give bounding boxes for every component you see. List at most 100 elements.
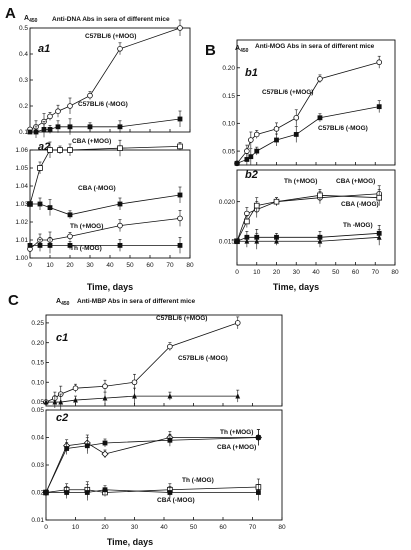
data-point xyxy=(47,205,53,210)
series-label: CBA (-MOG) xyxy=(78,185,116,192)
data-point xyxy=(376,104,382,110)
data-point xyxy=(254,148,260,154)
plot-frame xyxy=(29,149,191,259)
sub-panel-b2: 0.015 0.020 0 10 20 30 40 50 60 70 80 b2 Th (+MOG) CB… xyxy=(219,169,399,276)
chart-a: A A450 Anti-DNA Abs in sera of different m… xyxy=(5,5,194,292)
data-point xyxy=(43,399,49,405)
data-point xyxy=(317,115,323,121)
data-point xyxy=(293,114,300,121)
data-point xyxy=(41,127,47,132)
plot-frame xyxy=(29,27,191,133)
series-label: C57BL/6 (-MOG) xyxy=(78,101,128,108)
sub-panel-a1: 0.1 0.2 0.3 0.4 0.5 a1 C57BL/6 (+MOG) C57BL/6 (… xyxy=(19,19,191,138)
series-0: Th (+MOG) xyxy=(42,429,262,497)
x-tick-label: 70 xyxy=(372,269,380,276)
y-tick-label: 0.05 xyxy=(31,399,44,406)
x-tick-label: 30 xyxy=(293,269,301,276)
y-tick-label: 1.05 xyxy=(15,165,28,172)
y-tick-label: 0.25 xyxy=(31,320,44,327)
data-point xyxy=(177,215,183,222)
data-point xyxy=(117,124,123,130)
data-point xyxy=(57,147,63,153)
series-label: Th (-MOG) xyxy=(70,245,102,252)
data-point xyxy=(72,385,79,391)
data-point xyxy=(167,343,173,350)
y-tick-label: 1.01 xyxy=(15,237,28,244)
x-tick-label: 80 xyxy=(391,269,399,276)
series-line xyxy=(46,489,259,493)
y-tick-label: 0.02 xyxy=(31,490,44,497)
data-point xyxy=(234,160,240,166)
data-point xyxy=(234,238,240,244)
data-point xyxy=(273,198,280,205)
data-point xyxy=(67,103,73,109)
y-tick-label: 0.05 xyxy=(31,407,44,414)
x-tick-label: 60 xyxy=(146,262,154,269)
series-3: Th (-MOG) xyxy=(27,237,183,254)
x-tick-label: 40 xyxy=(160,524,168,531)
x-axis-title: Time, days xyxy=(107,537,153,547)
x-tick-label: 30 xyxy=(86,262,94,269)
data-point xyxy=(117,222,123,229)
x-tick-label: 60 xyxy=(219,524,227,531)
data-point xyxy=(37,165,43,171)
x-tick-label: 20 xyxy=(66,262,74,269)
data-point xyxy=(117,145,123,152)
sub-panel-a2: 1.00 1.01 1.02 1.03 1.04 1.05 1.06 0 10 20 30 40 50 6… xyxy=(15,138,194,269)
x-tick-label: 10 xyxy=(72,524,80,531)
data-point xyxy=(101,450,109,458)
x-tick-label: 20 xyxy=(273,269,281,276)
series-line xyxy=(29,218,181,250)
series-line xyxy=(29,146,181,205)
data-point xyxy=(274,238,279,244)
data-point xyxy=(102,440,108,446)
series-3: CBA (-MOG) xyxy=(43,484,261,504)
x-tick-label: 30 xyxy=(131,524,139,531)
series-1: C57BL/6 (-MOG) xyxy=(234,100,382,166)
data-point xyxy=(47,113,53,120)
data-point xyxy=(27,129,33,135)
y-tick-label: 0.20 xyxy=(31,340,44,347)
y-tick-label: 0.020 xyxy=(219,199,236,206)
y-tick-label: 0.5 xyxy=(19,25,28,32)
panel-letter: B xyxy=(205,42,216,59)
x-tick-label: 50 xyxy=(126,262,134,269)
y-axis-title: A450 xyxy=(56,298,70,307)
data-point xyxy=(52,399,58,405)
y-tick-label: 0.1 xyxy=(19,129,28,136)
data-point xyxy=(254,238,260,244)
y-tick-label: 0.15 xyxy=(31,360,44,367)
y-tick-label: 0.15 xyxy=(222,93,235,100)
x-axis-title: Time, days xyxy=(273,282,319,292)
data-point xyxy=(47,243,53,248)
data-point xyxy=(244,238,250,244)
data-point xyxy=(376,234,382,240)
chart-title: Anti-MBP Abs in sera of different mice xyxy=(77,298,195,305)
y-tick-label: 0.015 xyxy=(219,238,236,245)
data-point xyxy=(177,143,183,150)
sub-panel-c2: 0.01 0.02 0.03 0.04 0.05 0 10 20 30 40 50 60 70 80 c2 T… xyxy=(31,407,286,531)
x-tick-label: 60 xyxy=(352,269,360,276)
series-label: Th (-MOG) xyxy=(182,477,214,484)
series-label: CBA (-MOG) xyxy=(157,497,195,504)
y-axis-title-subscript: 450 xyxy=(29,18,38,24)
series-label: C57BL/6 (+MOG) xyxy=(156,315,207,322)
series-0: CBA (+MOG) xyxy=(27,138,183,207)
data-point xyxy=(58,399,64,405)
data-point xyxy=(131,379,138,386)
data-point xyxy=(132,393,137,399)
sub-panel-b1: 0.05 0.10 0.15 0.20 b1 C57BL/6 (+MOG) C57BL/6 … xyxy=(222,39,396,167)
series-line xyxy=(236,193,380,242)
series-1: CBA (-MOG) xyxy=(27,185,183,219)
y-axis-title-subscript: 450 xyxy=(240,48,249,54)
data-point xyxy=(293,132,299,137)
x-tick-label: 80 xyxy=(278,524,286,531)
data-point xyxy=(55,108,61,114)
data-point xyxy=(177,25,183,31)
data-point xyxy=(102,383,108,390)
data-point xyxy=(67,243,73,248)
y-tick-label: 0.10 xyxy=(222,121,235,128)
data-point xyxy=(167,437,173,443)
panel-letter: C xyxy=(8,292,19,309)
data-point xyxy=(317,238,323,244)
